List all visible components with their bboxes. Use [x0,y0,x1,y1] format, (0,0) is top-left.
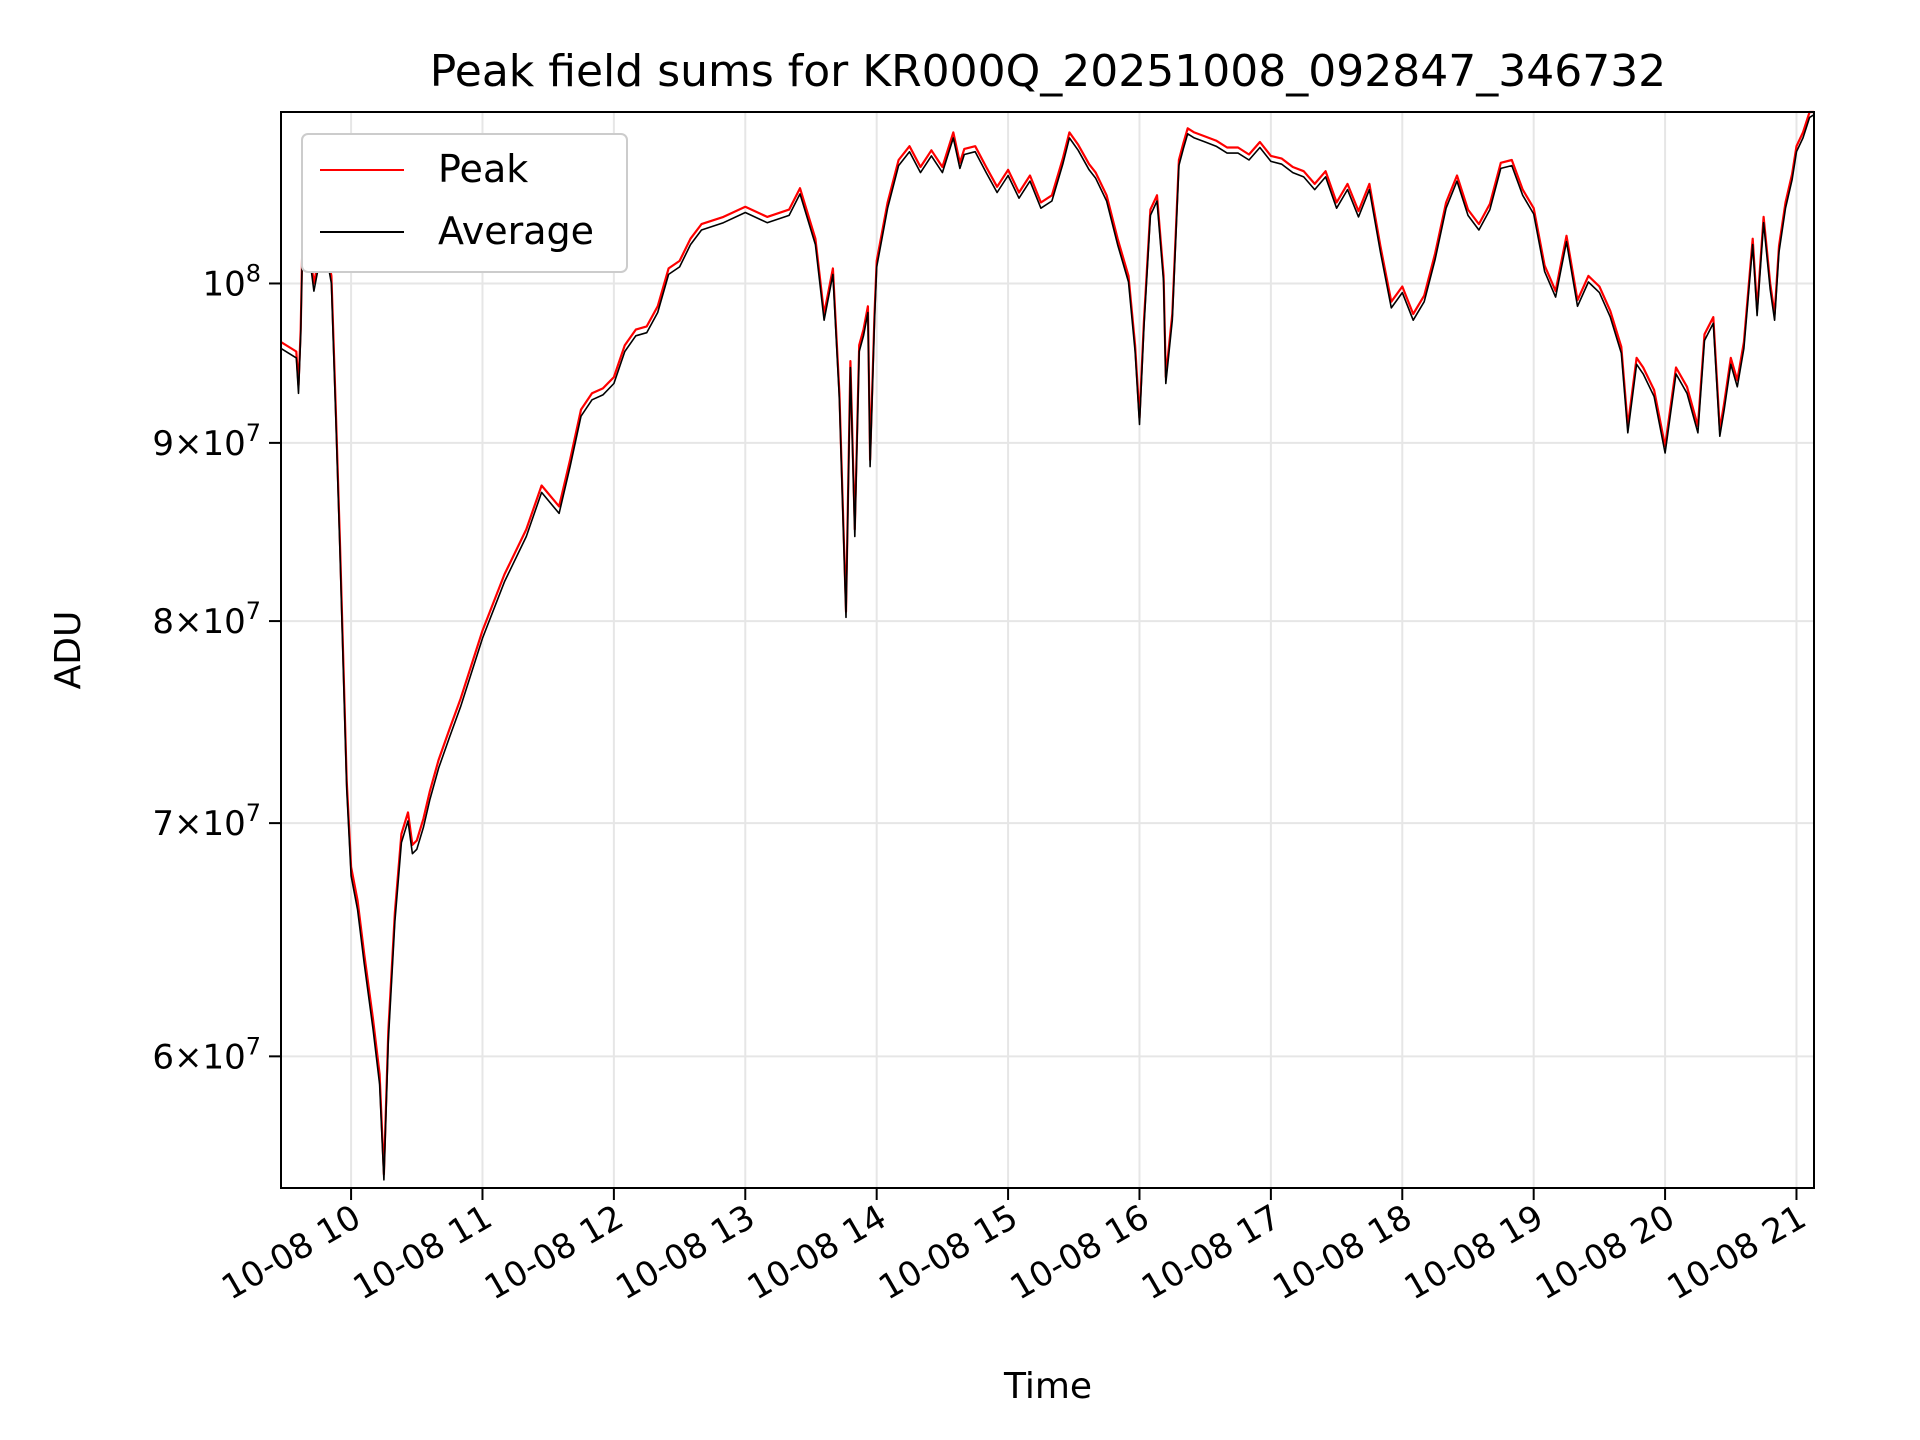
legend-label-peak: Peak [438,147,528,191]
legend: Peak Average [301,133,628,273]
y-axis-label: ADU [48,611,89,690]
y-tick-label: 8×107 [152,597,261,642]
series-line-average [280,114,1815,1181]
y-tick-label: 7×107 [152,799,261,844]
legend-label-average: Average [438,209,594,253]
x-axis-label: Time [1003,1366,1092,1407]
legend-box [301,133,628,273]
plot-frame [280,111,1815,1189]
y-tick-label: 6×107 [152,1032,261,1077]
y-axis-ticks: 6×107 7×107 8×107 9×107 108 [152,259,281,1077]
y-tick-label: 9×107 [152,419,261,464]
grid [281,112,1814,1188]
series-line-peak [280,110,1814,1176]
plot-lines [280,110,1815,1181]
y-tick-label: 108 [202,259,261,304]
chart-title: Peak field sums for KR000Q_20251008_0928… [430,46,1666,97]
